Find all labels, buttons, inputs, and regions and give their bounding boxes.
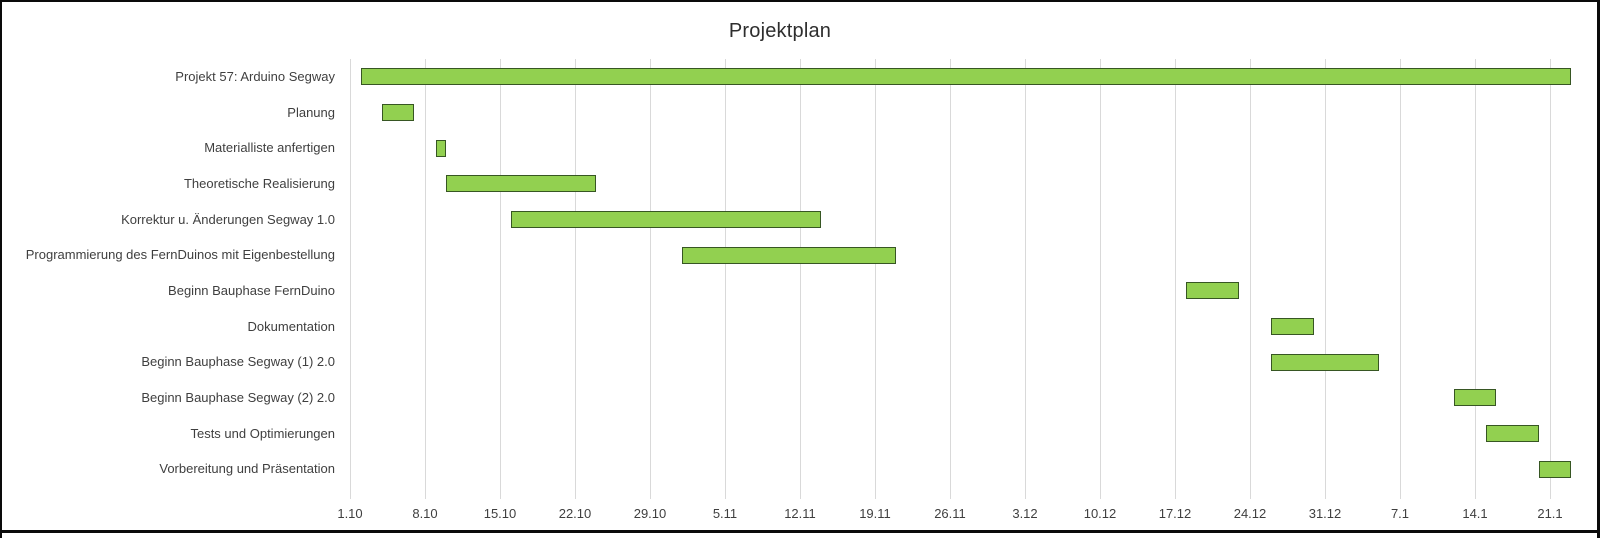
gridline-22.10 — [575, 59, 576, 499]
bottom-border-line — [2, 530, 1597, 533]
gridline-15.10 — [500, 59, 501, 499]
task-label: Korrektur u. Änderungen Segway 1.0 — [121, 211, 335, 227]
task-label: Planung — [287, 104, 335, 120]
task-label: Beginn Bauphase Segway (2) 2.0 — [141, 389, 335, 405]
task-label: Tests und Optimierungen — [190, 425, 335, 441]
task-label: Materialliste anfertigen — [204, 140, 335, 156]
gridline-31.12 — [1325, 59, 1326, 499]
x-tick-label: 17.12 — [1158, 506, 1192, 521]
task-bar — [682, 246, 897, 264]
x-tick-label: 8.10 — [412, 506, 438, 521]
x-tick-label: 10.12 — [1083, 506, 1117, 521]
x-tick-label: 15.10 — [483, 506, 517, 521]
x-tick-label: 3.12 — [1012, 506, 1038, 521]
gridline-21.1 — [1550, 59, 1551, 499]
gridline-10.12 — [1100, 59, 1101, 499]
task-bar — [1485, 425, 1540, 442]
x-tick-label: 31.12 — [1308, 506, 1342, 521]
gridline-1.10 — [350, 59, 351, 499]
task-bar — [360, 68, 1572, 86]
gridline-12.11 — [800, 59, 801, 499]
task-bar — [1539, 460, 1572, 478]
task-bar — [435, 139, 447, 157]
task-label: Beginn Bauphase Segway (1) 2.0 — [141, 354, 335, 370]
gridline-8.10 — [425, 59, 426, 499]
gridline-29.10 — [650, 59, 651, 499]
task-bar — [1271, 318, 1315, 335]
task-bar — [510, 211, 822, 228]
task-bar — [1271, 353, 1379, 371]
gridline-19.11 — [875, 59, 876, 499]
task-bar — [382, 104, 415, 121]
gridline-24.12 — [1250, 59, 1251, 499]
x-tick-label: 24.12 — [1233, 506, 1267, 521]
task-bar — [1453, 389, 1497, 407]
gridline-7.1 — [1400, 59, 1401, 499]
x-tick-label: 26.11 — [934, 506, 966, 521]
task-label: Programmierung des FernDuinos mit Eigenb… — [25, 247, 335, 263]
task-label: Projekt 57: Arduino Segway — [175, 68, 335, 84]
task-label: Vorbereitung und Präsentation — [159, 461, 335, 477]
task-label: Theoretische Realisierung — [183, 175, 335, 191]
gridline-5.11 — [725, 59, 726, 499]
x-tick-label: 5.11 — [712, 506, 738, 521]
x-tick-label: 12.11 — [784, 506, 816, 521]
x-tick-label: 1.10 — [337, 506, 363, 521]
x-tick-label: 21.1 — [1537, 506, 1563, 521]
x-tick-label: 29.10 — [633, 506, 667, 521]
gridline-14.1 — [1475, 59, 1476, 499]
gridline-17.12 — [1175, 59, 1176, 499]
x-tick-label: 14.1 — [1462, 506, 1488, 521]
chart-title: Projektplan — [728, 20, 832, 42]
x-tick-label: 19.11 — [859, 506, 891, 521]
task-label: Beginn Bauphase FernDuino — [168, 282, 335, 298]
task-bar — [446, 175, 597, 193]
gridline-26.11 — [950, 59, 951, 499]
task-label: Dokumentation — [247, 318, 335, 334]
gridline-3.12 — [1025, 59, 1026, 499]
task-bar — [1185, 282, 1240, 300]
x-tick-label: 7.1 — [1390, 506, 1410, 521]
x-tick-label: 22.10 — [558, 506, 592, 521]
